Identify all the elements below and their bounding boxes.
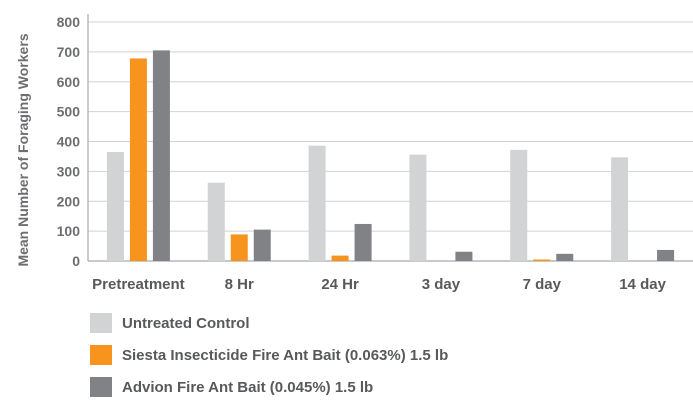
x-tick-label: 3 day [422,276,461,293]
gridlines [88,21,693,232]
x-tick-labels: Pretreatment 8 Hr 24 Hr 3 day 7 day 14 day [92,276,666,293]
y-tick-labels: 0 100 200 300 400 500 600 700 800 [57,14,81,269]
y-tick-label: 0 [72,253,80,269]
bars [106,50,675,262]
bar [354,223,372,261]
bar [455,251,473,261]
bar [331,255,349,261]
y-tick-label: 500 [57,104,81,120]
legend-swatch-untreated-control [90,313,112,333]
x-tick-label: 24 Hr [321,276,359,293]
y-tick-label: 600 [57,74,81,90]
bar [657,249,675,261]
legend-item-untreated-control: Untreated Control [90,308,650,338]
bar-chart: Pretreatment 8 Hr 24 Hr 3 day 7 day 14 day 0 1… [15,14,693,293]
legend-swatch-siesta [90,345,112,365]
legend-label: Untreated Control [122,314,250,332]
x-tick-label: 8 Hr [225,276,254,293]
x-tick-label: 14 day [619,276,666,293]
bar [207,182,225,261]
legend-item-advion: Advion Fire Ant Bait (0.045%) 1.5 lb [90,372,650,402]
bar [308,145,326,261]
bar [510,149,528,261]
x-tick-label: Pretreatment [92,276,185,293]
bar [556,253,574,261]
bar [129,58,147,262]
bar [106,151,124,261]
legend-item-siesta: Siesta Insecticide Fire Ant Bait (0.063%… [90,340,650,370]
bar [611,157,629,261]
y-axis-title: Mean Number of Foraging Workers [15,33,31,266]
y-tick-label: 300 [57,163,81,179]
x-tick-label: 7 day [523,276,562,293]
axes [87,14,693,262]
y-tick-label: 400 [57,134,81,150]
legend-swatch-advion [90,377,112,397]
bar [152,50,170,261]
bar [253,229,271,261]
legend-label: Siesta Insecticide Fire Ant Bait (0.063%… [122,346,449,364]
bar [409,154,427,261]
bar [533,259,551,261]
bar [230,234,248,261]
y-tick-label: 800 [57,14,81,30]
legend: Untreated Control Siesta Insecticide Fir… [90,308,650,404]
legend-label: Advion Fire Ant Bait (0.045%) 1.5 lb [122,378,374,396]
y-tick-label: 700 [57,44,81,60]
y-tick-label: 200 [57,193,81,209]
y-tick-label: 100 [57,223,81,239]
